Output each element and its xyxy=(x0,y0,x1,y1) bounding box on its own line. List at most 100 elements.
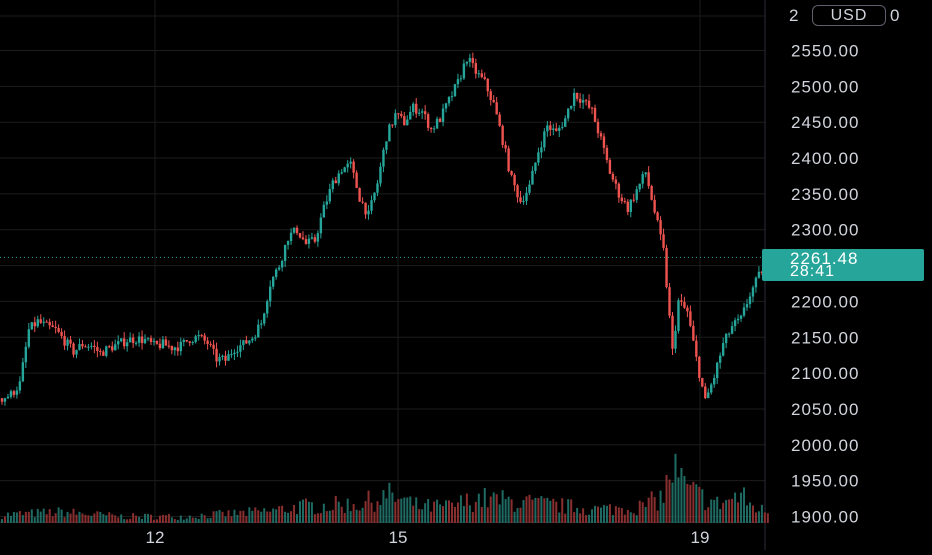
candle-body xyxy=(227,354,230,361)
volume-bar xyxy=(60,509,63,523)
volume-bar xyxy=(436,499,439,523)
volume-bar xyxy=(448,500,450,523)
candle-body xyxy=(9,391,13,397)
candle-body xyxy=(18,381,22,391)
candle-body xyxy=(45,321,48,323)
volume-bar xyxy=(221,511,224,523)
volume-bar xyxy=(135,515,138,523)
volume-bar xyxy=(415,497,418,523)
volume-bar xyxy=(674,453,677,523)
candle-body xyxy=(516,185,519,198)
volume-bar xyxy=(6,512,9,523)
candle-body xyxy=(507,148,510,172)
candle-body xyxy=(230,354,233,356)
volume-bar xyxy=(692,481,695,523)
volume-bar xyxy=(546,497,549,523)
volume-bar xyxy=(424,503,427,523)
candle-body xyxy=(718,355,722,363)
candle-body xyxy=(629,199,632,212)
volume-bar xyxy=(257,510,260,523)
candle-body xyxy=(397,113,400,115)
volume-bar xyxy=(248,507,251,523)
volume-bar xyxy=(155,519,158,523)
volume-bar xyxy=(90,515,93,523)
candle-body xyxy=(561,126,564,128)
volume-bar xyxy=(400,498,403,523)
volume-bar xyxy=(483,488,486,523)
candle-body xyxy=(54,326,57,329)
candle-body xyxy=(164,339,168,346)
candle-body xyxy=(364,202,367,215)
volume-bar xyxy=(713,499,716,523)
candle-body xyxy=(27,329,31,347)
volume-bar xyxy=(567,499,570,523)
y-tick-label-partial: 2 xyxy=(789,6,798,25)
volume-bar xyxy=(24,511,27,523)
volume-bar xyxy=(477,493,480,523)
volume-bar xyxy=(701,489,704,523)
volume-bar xyxy=(176,519,179,523)
candle-body xyxy=(605,147,609,160)
volume-bar xyxy=(698,486,701,523)
candle-body xyxy=(179,341,182,352)
candle-body xyxy=(498,114,501,126)
candle-body xyxy=(263,313,266,324)
volume-bar xyxy=(680,468,683,523)
candle-body xyxy=(370,200,373,211)
volume-bar xyxy=(304,498,307,523)
candle-body xyxy=(751,287,755,297)
volume-bar xyxy=(164,515,167,523)
candle-body xyxy=(480,73,483,78)
volume-bar xyxy=(254,507,257,523)
volume-bar xyxy=(751,505,754,523)
candle-body xyxy=(501,125,504,145)
volume-bar xyxy=(349,511,352,523)
volume-bar xyxy=(531,499,534,523)
candle-body xyxy=(483,77,486,79)
candle-body xyxy=(274,269,278,277)
volume-bar xyxy=(397,499,400,523)
volume-bar xyxy=(528,494,531,523)
volume-bar xyxy=(126,519,129,523)
candle-body xyxy=(590,107,594,109)
volume-bar xyxy=(597,506,599,523)
candle-body xyxy=(182,340,185,342)
volume-bar xyxy=(671,482,674,523)
volume-bar xyxy=(549,500,552,523)
candle-body xyxy=(412,103,415,112)
candle-body xyxy=(558,127,561,131)
volume-bar xyxy=(608,504,611,523)
volume-bar xyxy=(260,511,263,523)
candle-body xyxy=(403,116,406,126)
volume-bar xyxy=(299,501,301,523)
candle-body xyxy=(730,326,734,334)
currency-selector[interactable]: USD xyxy=(812,5,886,26)
volume-bar xyxy=(114,515,117,523)
candle-body xyxy=(197,335,200,337)
candle-body xyxy=(21,362,25,382)
volume-bar xyxy=(522,500,525,523)
volume-bar xyxy=(582,508,585,523)
candle-body xyxy=(617,183,621,198)
volume-bar xyxy=(194,517,197,523)
candle-body xyxy=(328,189,331,202)
candle-body xyxy=(474,63,478,74)
volume-bar xyxy=(626,509,629,523)
volume-bar xyxy=(227,510,230,523)
volume-bar xyxy=(513,511,516,523)
volume-bar xyxy=(510,499,513,523)
volume-bar xyxy=(239,510,242,523)
volume-bar xyxy=(605,505,608,523)
volume-bar xyxy=(471,511,474,523)
candle-body xyxy=(286,241,290,245)
volume-bar xyxy=(57,507,60,523)
volume-bar xyxy=(72,508,75,523)
candle-body xyxy=(12,391,16,395)
volume-bar xyxy=(427,499,430,523)
candle-body xyxy=(340,172,343,174)
volume-bar xyxy=(167,513,170,523)
candle-body xyxy=(465,61,469,64)
candle-body xyxy=(39,319,42,323)
